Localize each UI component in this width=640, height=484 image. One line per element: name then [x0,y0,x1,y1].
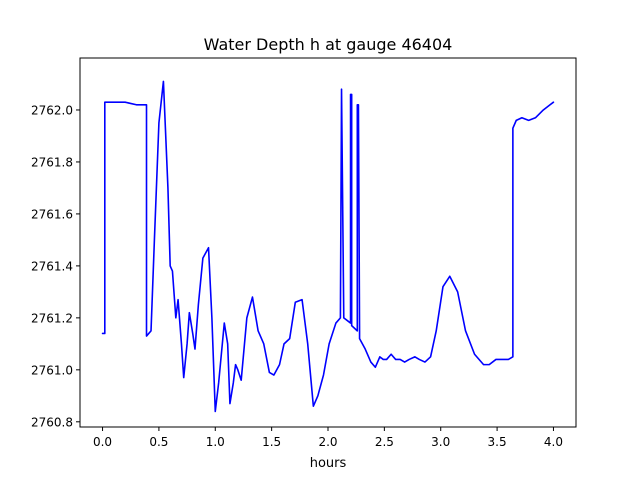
x-tick-label: 3.5 [488,435,507,449]
x-axis: 0.0 0.5 1.0 1.5 2.0 2.5 3.0 3.5 4.0 [93,427,563,449]
x-tick-label: 2.5 [375,435,394,449]
x-tick-label: 0.5 [149,435,168,449]
plot-area [101,80,555,413]
y-tick-label: 2761.8 [31,155,73,169]
x-tick-label: 4.0 [544,435,563,449]
x-axis-label: hours [310,456,347,471]
y-tick-label: 2762.0 [31,103,73,117]
y-axis: 2760.8 2761.0 2761.2 2761.4 2761.6 2761.8 2762… [31,103,80,429]
series-line-1 [101,80,555,413]
x-tick-label: 0.0 [93,435,112,449]
y-tick-label: 2761.6 [31,207,73,221]
y-tick-label: 2761.0 [31,363,73,377]
x-tick-label: 3.0 [431,435,450,449]
plot-frame [79,57,577,428]
y-tick-label: 2760.8 [31,415,73,429]
x-tick-label: 1.5 [262,435,281,449]
y-tick-label: 2761.4 [31,259,73,273]
chart-title: Water Depth h at gauge 46404 [204,35,453,54]
y-tick-label: 2761.2 [31,311,73,325]
x-tick-label: 2.0 [318,435,337,449]
x-tick-label: 1.0 [206,435,225,449]
